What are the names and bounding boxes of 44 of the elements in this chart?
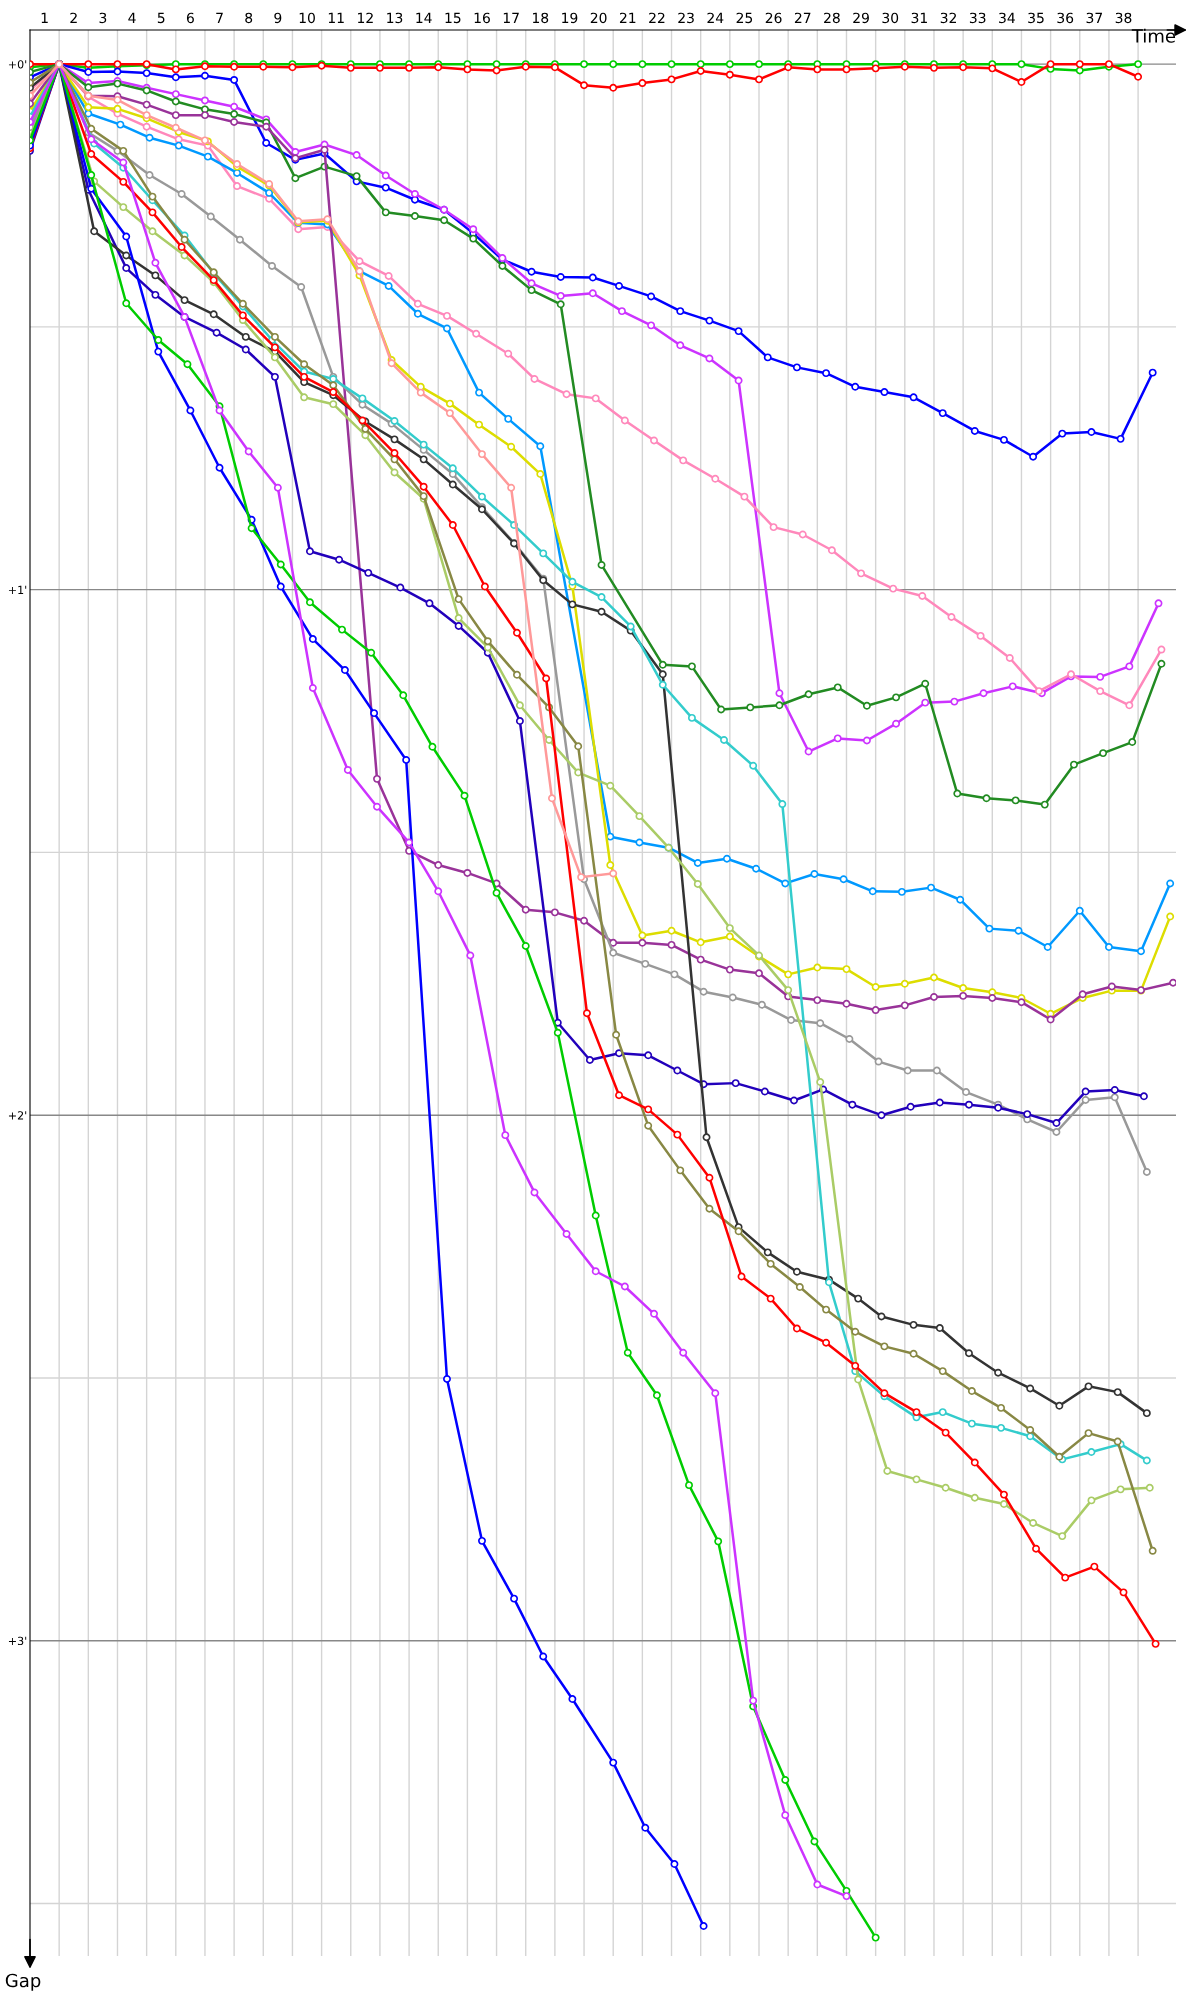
x-tick-label: 28	[824, 12, 840, 24]
x-tick-label: 26	[765, 12, 782, 24]
x-tick-label: 17	[503, 12, 519, 23]
x-tick-label: 18	[532, 12, 549, 24]
x-tick-label: 14	[416, 12, 432, 23]
x-tick-label: 37	[1086, 12, 1102, 24]
x-tick-label: 22	[649, 12, 665, 23]
x-tick-label: 35	[1028, 12, 1044, 24]
x-tick-label: 31	[911, 12, 927, 24]
x-tick-label: 16	[474, 12, 490, 24]
x-tick-label: 2	[70, 12, 77, 23]
y-tick-label: +2'	[8, 1111, 27, 1120]
x-tick-label: 5	[157, 12, 165, 24]
y-tick-label: +1'	[8, 585, 27, 594]
y-tick-label: +0'	[8, 60, 27, 69]
x-tick-label: 38	[1115, 12, 1132, 24]
x-tick-label: 34	[999, 12, 1015, 24]
x-tick-label: 25	[736, 12, 753, 24]
x-tick-label: 10	[299, 12, 315, 24]
x-tick-label: 19	[562, 12, 578, 24]
y-axis-title: Gap	[5, 1973, 41, 1991]
x-tick-label: 11	[328, 12, 344, 23]
x-tick-label: 30	[882, 12, 899, 24]
x-tick-label: 12	[358, 12, 373, 23]
x-tick-label: 36	[1057, 12, 1074, 24]
x-tick-label: 4	[128, 12, 136, 23]
x-tick-label: 15	[445, 12, 461, 24]
x-tick-label: 1	[41, 12, 48, 23]
x-tick-label: 33	[969, 12, 986, 24]
x-tick-label: 3	[99, 12, 107, 24]
x-tick-label: 9	[274, 12, 282, 24]
x-tick-label: 8	[245, 12, 253, 24]
x-tick-label: 29	[853, 12, 869, 24]
x-tick-label: 20	[590, 12, 607, 24]
x-tick-label: 23	[678, 12, 694, 24]
x-tick-label: 13	[387, 12, 403, 24]
x-tick-label: 7	[216, 12, 223, 23]
x-tick-label: 24	[707, 12, 724, 23]
x-axis-title: Time	[1131, 28, 1176, 43]
x-tick-label: 27	[794, 12, 811, 23]
y-tick-label: +3'	[8, 1636, 27, 1646]
x-tick-label: 21	[619, 12, 636, 23]
x-tick-label: 32	[940, 12, 956, 24]
x-tick-label: 6	[186, 12, 194, 24]
